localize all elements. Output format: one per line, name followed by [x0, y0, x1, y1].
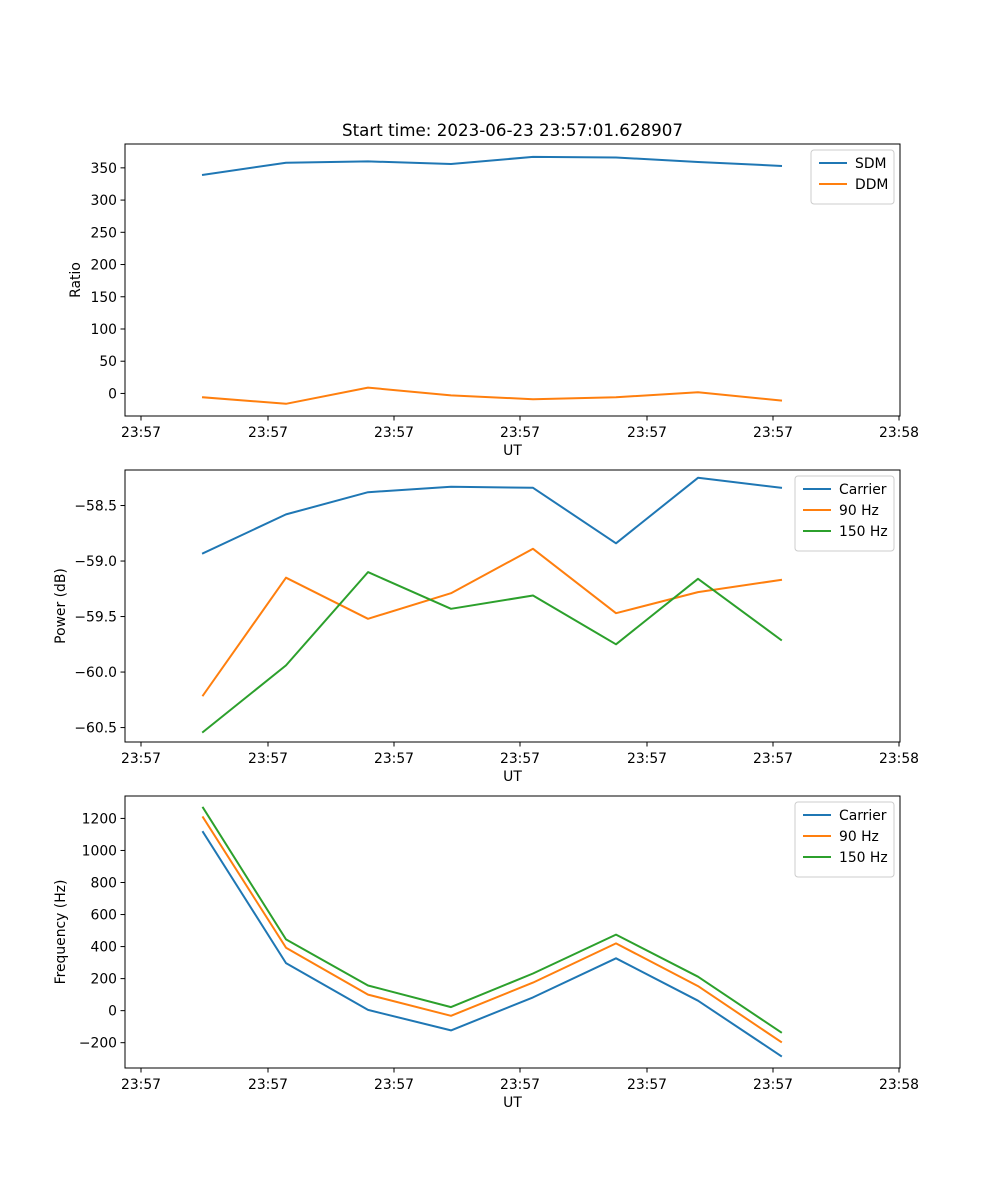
- series-line-frequency-0: [201, 830, 783, 1058]
- x-tick-label: 23:57: [248, 751, 288, 767]
- y-tick-label: 1200: [82, 811, 117, 827]
- legend: SDM DDM: [810, 149, 895, 205]
- y-tick-label: −58.5: [74, 499, 117, 515]
- legend-entry: 90 Hz: [839, 503, 879, 519]
- legend-box: [794, 801, 895, 878]
- x-tick-label: 23:58: [879, 1077, 919, 1093]
- x-tick-label: 23:57: [374, 425, 414, 441]
- legend-entry: Carrier: [839, 808, 887, 824]
- x-tick-label: 23:57: [248, 1077, 288, 1093]
- y-tick-label: 800: [90, 876, 117, 892]
- y-tick-label: 200: [90, 258, 117, 274]
- x-axis-label: UT: [503, 1095, 522, 1111]
- subplot-frequency: 23:57 23:57 23:57 23:57 23:57 23:57 23:58 −200 0…: [53, 795, 919, 1111]
- x-tick-label: 23:57: [248, 425, 288, 441]
- x-axis-label: UT: [503, 769, 522, 785]
- series-line-power-2: [201, 571, 783, 734]
- legend: Carrier 90 Hz 150 Hz: [794, 475, 895, 552]
- y-axis-label: Ratio: [68, 262, 84, 298]
- y-tick-label: −60.5: [74, 721, 117, 737]
- y-tick-label: 50: [99, 354, 117, 370]
- x-tick-label: 23:57: [121, 425, 161, 441]
- x-axis-label: UT: [503, 443, 522, 459]
- x-tick-label: 23:57: [374, 1077, 414, 1093]
- legend-entry: 150 Hz: [839, 850, 888, 866]
- x-tick-label: 23:58: [879, 751, 919, 767]
- x-tick-label: 23:57: [627, 425, 667, 441]
- y-axis-label: Power (dB): [53, 568, 69, 644]
- x-tick-label: 23:57: [500, 1077, 540, 1093]
- legend-entry: 150 Hz: [839, 524, 888, 540]
- axes-frame: [124, 143, 901, 417]
- y-tick-label: 400: [90, 940, 117, 956]
- y-tick-label: −200: [79, 1036, 117, 1052]
- y-axis-label: Frequency (Hz): [53, 880, 69, 985]
- legend-entry: Carrier: [839, 482, 887, 498]
- x-tick-label: 23:57: [753, 751, 793, 767]
- x-tick-label: 23:57: [500, 425, 540, 441]
- x-tick-label: 23:57: [627, 751, 667, 767]
- axes-frame: [124, 795, 901, 1069]
- y-tick-label: 600: [90, 908, 117, 924]
- x-tick-label: 23:57: [374, 751, 414, 767]
- x-tick-label: 23:57: [753, 425, 793, 441]
- y-tick-label: 0: [108, 386, 117, 402]
- y-tick-label: 200: [90, 972, 117, 988]
- y-tick-label: 0: [108, 1004, 117, 1020]
- series-line-frequency-1: [201, 815, 783, 1044]
- subplot-power: 23:57 23:57 23:57 23:57 23:57 23:57 23:58 −60.5…: [53, 469, 919, 785]
- y-tick-label: 250: [90, 225, 117, 241]
- series-line-ratio-0: [201, 155, 783, 177]
- x-tick-label: 23:57: [500, 751, 540, 767]
- y-tick-label: 300: [90, 193, 117, 209]
- y-tick-label: 350: [90, 161, 117, 177]
- legend-entry: SDM: [855, 156, 887, 172]
- x-tick-label: 23:57: [121, 1077, 161, 1093]
- x-tick-label: 23:57: [121, 751, 161, 767]
- series-line-ratio-1: [201, 386, 783, 405]
- y-tick-label: −60.0: [74, 665, 117, 681]
- series-line-frequency-2: [201, 806, 783, 1034]
- x-tick-label: 23:57: [753, 1077, 793, 1093]
- x-tick-label: 23:58: [879, 425, 919, 441]
- series-line-power-1: [201, 547, 783, 697]
- y-tick-label: 150: [90, 290, 117, 306]
- legend-box: [794, 475, 895, 552]
- y-tick-label: 1000: [82, 843, 117, 859]
- axes-frame: [124, 469, 901, 743]
- figure-title: Start time: 2023-06-23 23:57:01.628907: [342, 120, 683, 140]
- legend-entry: DDM: [855, 177, 888, 193]
- x-tick-label: 23:57: [627, 1077, 667, 1093]
- y-tick-label: 100: [90, 322, 117, 338]
- y-tick-label: −59.5: [74, 610, 117, 626]
- subplot-ratio: 23:57 23:57 23:57 23:57 23:57 23:57 23:58 0 50 10…: [68, 143, 919, 459]
- series-line-power-0: [201, 476, 783, 555]
- legend-entry: 90 Hz: [839, 829, 879, 845]
- y-tick-label: −59.0: [74, 554, 117, 570]
- legend: Carrier 90 Hz 150 Hz: [794, 801, 895, 878]
